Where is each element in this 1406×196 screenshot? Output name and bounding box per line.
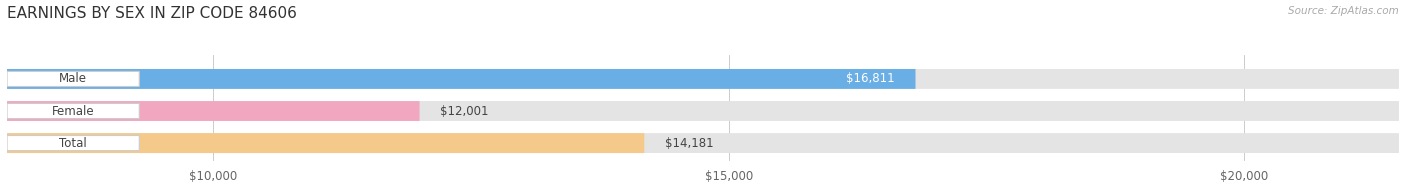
FancyBboxPatch shape: [7, 69, 1399, 89]
Text: Total: Total: [59, 137, 87, 150]
FancyBboxPatch shape: [7, 71, 139, 86]
Text: Source: ZipAtlas.com: Source: ZipAtlas.com: [1288, 6, 1399, 16]
Text: $16,811: $16,811: [846, 73, 894, 85]
FancyBboxPatch shape: [7, 69, 915, 89]
Text: $12,001: $12,001: [440, 104, 489, 118]
Text: Female: Female: [52, 104, 94, 118]
FancyBboxPatch shape: [7, 133, 644, 153]
Text: $14,181: $14,181: [665, 137, 714, 150]
FancyBboxPatch shape: [7, 133, 1399, 153]
FancyBboxPatch shape: [7, 101, 419, 121]
FancyBboxPatch shape: [7, 135, 139, 151]
FancyBboxPatch shape: [7, 101, 1399, 121]
Text: Male: Male: [59, 73, 87, 85]
FancyBboxPatch shape: [7, 103, 139, 119]
Text: EARNINGS BY SEX IN ZIP CODE 84606: EARNINGS BY SEX IN ZIP CODE 84606: [7, 6, 297, 21]
